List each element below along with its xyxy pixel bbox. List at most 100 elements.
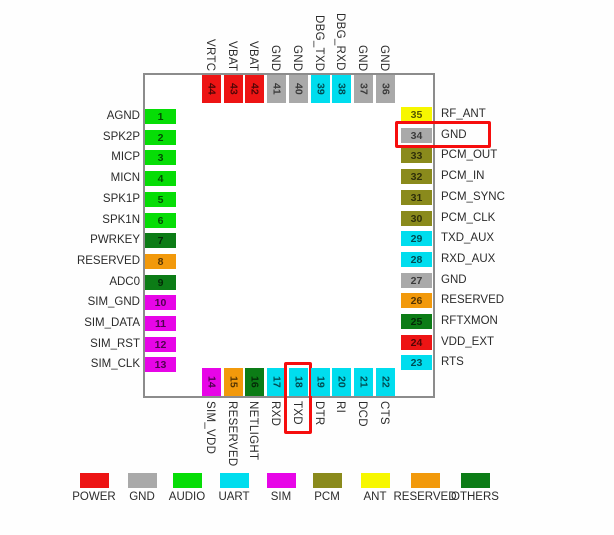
pin-14-label: SIM_VDD	[204, 401, 216, 455]
pin-15-box: 15	[224, 368, 243, 396]
pin-2-label: SPK2P	[102, 131, 140, 143]
pin-31-box: 31	[401, 190, 432, 205]
pin-25-label: RFTXMON	[441, 315, 498, 327]
legend-swatch-uart	[219, 473, 249, 488]
pin-39-box: 39	[311, 75, 330, 103]
pin-10-label: SIM_GND	[87, 296, 140, 308]
pin-15-number: 15	[227, 376, 240, 388]
pin-28-box: 28	[401, 252, 432, 267]
pin-41-label: GND	[269, 44, 281, 71]
pin-4-box: 4	[145, 171, 176, 186]
pin-8-label: RESERVED	[76, 255, 140, 267]
pin-11-label: SIM_DATA	[84, 317, 140, 329]
pin-24-label: VDD_EXT	[441, 336, 495, 348]
pin-10-box: 10	[145, 295, 176, 310]
chip-body	[143, 73, 435, 398]
pin-16-box: 16	[245, 368, 264, 396]
pin-31-label: PCM_SYNC	[441, 191, 505, 203]
pin-20-label: RI	[334, 401, 346, 414]
pin-22-label: CTS	[378, 401, 390, 425]
pin-30-box: 30	[401, 211, 432, 226]
pin-18-box: 18	[289, 368, 308, 396]
pin-38-box: 38	[332, 75, 351, 103]
pin-28-label: RXD_AUX	[441, 253, 496, 265]
legend-item-uart: UART	[194, 473, 274, 503]
pin-39-label: DBG_TXD	[313, 14, 325, 71]
legend-swatch-ant	[360, 473, 390, 488]
pin-41-number: 41	[270, 83, 283, 95]
pin-6-box: 6	[145, 213, 176, 228]
pin-21-label: DCD	[356, 401, 368, 427]
pin-19-number: 19	[314, 376, 327, 388]
pin-39-number: 39	[314, 83, 327, 95]
pin-19-label: DTR	[313, 401, 325, 426]
pin-42-number: 42	[248, 83, 261, 95]
pin-43-box: 43	[224, 75, 243, 103]
pin-17-box: 17	[267, 368, 286, 396]
pin-40-number: 40	[292, 83, 305, 95]
pin-13-box: 13	[145, 357, 176, 372]
pin-21-number: 21	[357, 376, 370, 388]
legend-swatch-others	[460, 473, 490, 488]
pin-37-label: GND	[356, 44, 368, 71]
legend-swatch-power	[79, 473, 109, 488]
legend-swatch-gnd	[127, 473, 157, 488]
pin-25-box: 25	[401, 314, 432, 329]
legend-item-others: OTHERS	[435, 473, 515, 503]
pin-3-box: 3	[145, 150, 176, 165]
pin-44-box: 44	[202, 75, 221, 103]
pin-32-box: 32	[401, 169, 432, 184]
pin-34-box: 34	[401, 128, 432, 143]
legend-label-ant: ANT	[363, 491, 387, 503]
legend-label-power: POWER	[72, 491, 116, 503]
pin-14-number: 14	[205, 376, 218, 388]
pin-43-number: 43	[227, 83, 240, 95]
pin-37-number: 37	[357, 83, 370, 95]
pin-34-label: GND	[441, 129, 467, 141]
pin-26-box: 26	[401, 293, 432, 308]
pin-12-box: 12	[145, 337, 176, 352]
pin-35-box: 35	[401, 107, 432, 122]
legend-item-ant: ANT	[335, 473, 415, 503]
pin-36-box: 36	[376, 75, 395, 103]
pin-13-label: SIM_CLK	[90, 358, 140, 370]
legend-label-sim: SIM	[270, 491, 292, 503]
legend-label-audio: AUDIO	[168, 491, 206, 503]
pin-29-label: TXD_AUX	[441, 232, 495, 244]
pin-33-box: 33	[401, 148, 432, 163]
pin-3-label: MICP	[111, 151, 140, 163]
pin-40-label: GND	[291, 44, 303, 71]
pin-29-box: 29	[401, 231, 432, 246]
pin-27-box: 27	[401, 273, 432, 288]
pin-19-box: 19	[311, 368, 330, 396]
pin-4-label: MICN	[110, 172, 140, 184]
pin-26-label: RESERVED	[441, 294, 505, 306]
pin-1-box: 1	[145, 109, 176, 124]
pin-42-label: VBAT	[247, 40, 259, 71]
pin-35-label: RF_ANT	[441, 108, 486, 120]
pin-7-label: PWRKEY	[90, 234, 140, 246]
pin-23-box: 23	[401, 355, 432, 370]
pin-16-label: NETLIGHT	[247, 401, 259, 461]
legend-label-reserved: RESERVED	[393, 491, 457, 503]
pin-21-box: 21	[354, 368, 373, 396]
pin-43-label: VBAT	[226, 40, 238, 71]
pin-33-label: PCM_OUT	[441, 149, 498, 161]
pin-9-box: 9	[145, 275, 176, 290]
pin-7-box: 7	[145, 233, 176, 248]
pin-11-box: 11	[145, 316, 176, 331]
pin-42-box: 42	[245, 75, 264, 103]
pin-20-number: 20	[335, 376, 348, 388]
legend-label-others: OTHERS	[451, 491, 499, 503]
pin-12-label: SIM_RST	[90, 338, 140, 350]
legend-item-sim: SIM	[241, 473, 321, 503]
legend-label-uart: UART	[218, 491, 250, 503]
pin-27-label: GND	[441, 274, 467, 286]
pin-36-label: GND	[378, 44, 390, 71]
pin-23-label: RTS	[441, 356, 464, 368]
pin-38-label: DBG_RXD	[334, 13, 346, 71]
legend-item-pcm: PCM	[287, 473, 367, 503]
legend-swatch-reserved	[410, 473, 440, 488]
pin-20-box: 20	[332, 368, 351, 396]
